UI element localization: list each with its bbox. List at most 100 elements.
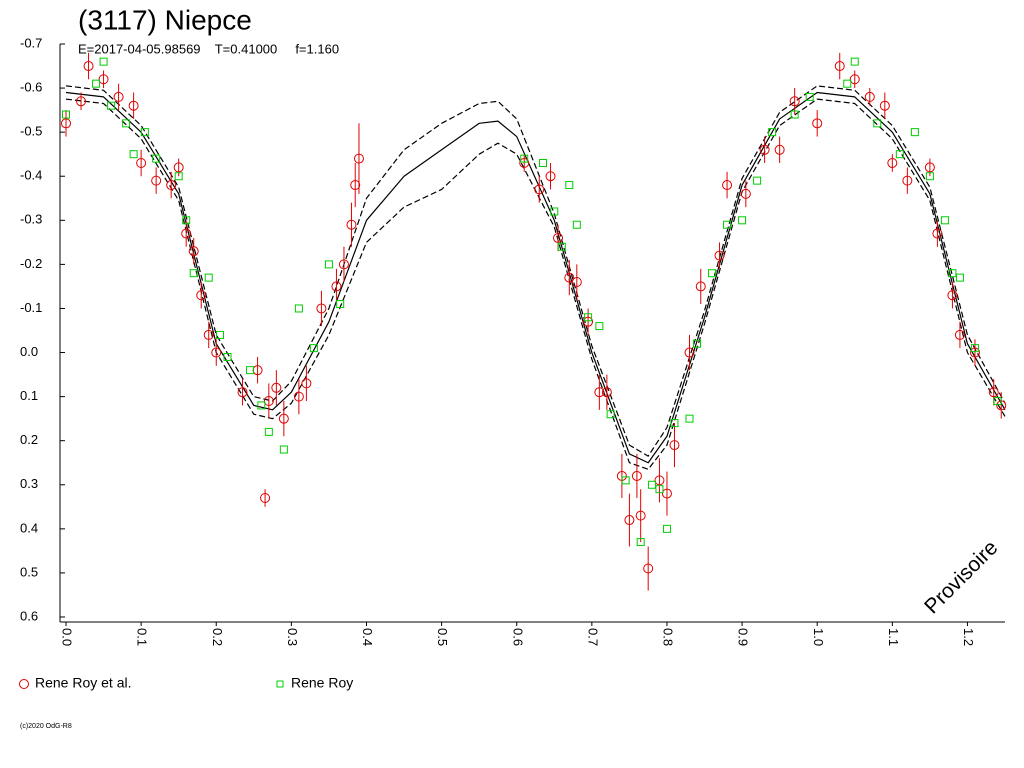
data-point [565, 181, 574, 190]
data-point [738, 216, 747, 225]
x-tick-label: 0.2 [210, 628, 225, 646]
data-point [301, 378, 312, 389]
data-point [595, 322, 604, 331]
data-point [216, 330, 225, 339]
data-point [99, 57, 108, 66]
y-tick-label: -0.2 [20, 256, 42, 271]
data-point [263, 396, 274, 407]
data-point [122, 119, 131, 128]
data-point [864, 91, 875, 102]
data-point [879, 100, 890, 111]
data-point [151, 175, 162, 186]
data-point [583, 316, 594, 327]
data-point [601, 387, 612, 398]
data-point [774, 144, 785, 155]
y-tick-label: -0.7 [20, 35, 42, 50]
data-point [647, 480, 656, 489]
data-point [309, 344, 318, 353]
data-point [264, 427, 273, 436]
chart-subtitle: E=2017-04-05.98569 T=0.41000 f=1.160 [78, 41, 339, 56]
data-point [924, 162, 935, 173]
data-point [350, 180, 361, 191]
data-point [534, 184, 545, 195]
y-tick-label: 0.3 [20, 476, 38, 491]
data-point [635, 510, 646, 521]
footer: (c)2020 OdG-R8 [20, 723, 72, 730]
data-point [594, 387, 605, 398]
data-point [557, 242, 566, 251]
x-tick-label: 0.0 [60, 628, 75, 646]
y-tick-label: -0.3 [20, 212, 42, 227]
data-point [203, 329, 214, 340]
data-point [873, 119, 882, 128]
data-point [279, 445, 288, 454]
data-point [271, 382, 282, 393]
data-point [338, 259, 349, 270]
data-point [223, 352, 232, 361]
data-point [631, 470, 642, 481]
data-point [714, 250, 725, 261]
legend-label: Rene Roy [291, 675, 353, 691]
data-point [211, 347, 222, 358]
y-tick-label: 0.2 [20, 432, 38, 447]
y-tick-label: -0.4 [20, 168, 42, 183]
data-point [925, 172, 934, 181]
data-point [260, 492, 271, 503]
data-point [174, 172, 183, 181]
data-point [812, 118, 823, 129]
data-point [988, 387, 999, 398]
data-point [643, 563, 654, 574]
data-point [519, 158, 530, 169]
model-curve [65, 91, 1006, 464]
data-point [948, 269, 957, 278]
data-point [92, 79, 101, 88]
data-point [294, 304, 303, 313]
data-point [662, 524, 671, 533]
data-point [181, 228, 192, 239]
legend-marker [19, 679, 29, 689]
data-point [932, 228, 943, 239]
y-tick-label: 0.6 [20, 608, 38, 623]
data-point [849, 74, 860, 85]
y-tick-label: -0.6 [20, 80, 42, 95]
data-point [166, 180, 177, 191]
y-tick-label: 0.4 [20, 520, 38, 535]
data-point [173, 162, 184, 173]
data-point [940, 216, 949, 225]
model-curve [65, 98, 1006, 470]
x-tick-label: 1.2 [961, 628, 976, 646]
data-point [316, 303, 327, 314]
data-point [152, 154, 161, 163]
data-point [740, 188, 751, 199]
data-point [336, 300, 345, 309]
data-point [188, 246, 199, 257]
chart-title: (3117) Niepce [78, 4, 252, 35]
data-point [805, 92, 814, 101]
data-point [62, 110, 71, 119]
data-point [136, 158, 147, 169]
data-point [685, 414, 694, 423]
y-tick-label: 0.1 [20, 388, 38, 403]
legend-marker [276, 680, 284, 688]
data-point [789, 96, 800, 107]
data-point [564, 272, 575, 283]
x-tick-label: 0.8 [661, 628, 676, 646]
data-point [129, 150, 138, 159]
data-point [661, 488, 672, 499]
data-point [520, 154, 529, 163]
legend-label: Rene Roy et al. [35, 675, 132, 691]
data-point [768, 128, 777, 137]
data-point [293, 391, 304, 402]
data-point [790, 110, 799, 119]
data-point [113, 91, 124, 102]
data-point [947, 290, 958, 301]
x-tick-label: 0.9 [736, 628, 751, 646]
data-point [621, 476, 630, 485]
data-point [850, 57, 859, 66]
data-point [257, 401, 266, 410]
data-point [753, 176, 762, 185]
data-point [895, 150, 904, 159]
data-point [76, 96, 87, 107]
data-point [993, 397, 1002, 406]
data-point [684, 347, 695, 358]
